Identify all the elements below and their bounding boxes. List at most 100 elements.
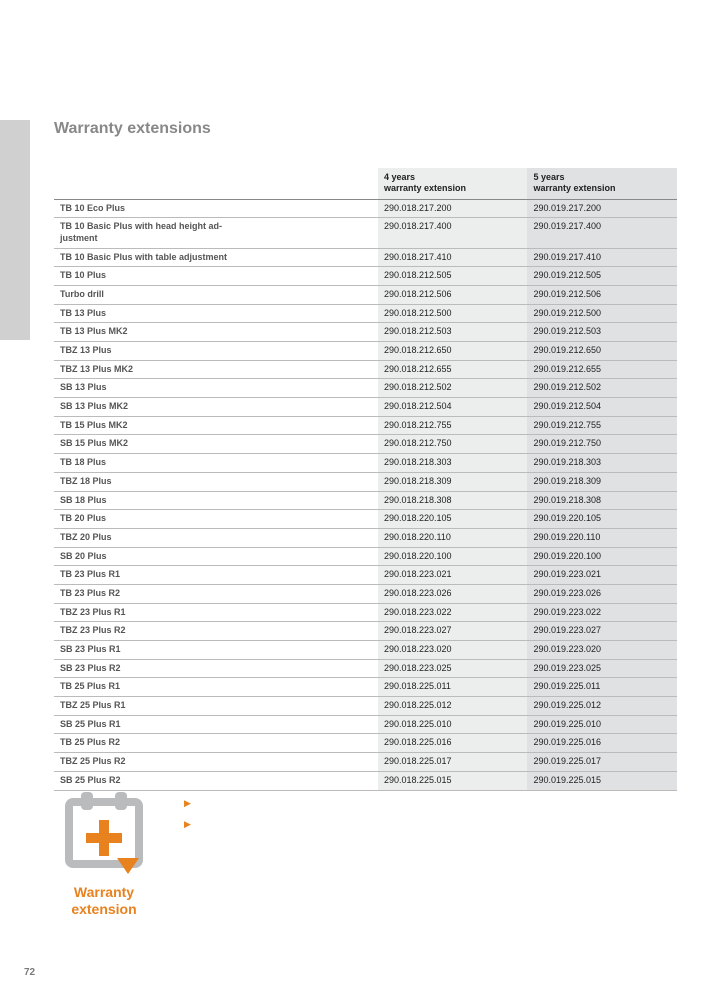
table-header-row: 4 years warranty extension 5 years warra… (54, 168, 677, 199)
cell-5yr: 290.019.212.755 (527, 416, 677, 435)
cell-product: SB 15 Plus MK2 (54, 435, 378, 454)
promo-text: ▶ ▶ (184, 790, 654, 840)
cell-5yr: 290.019.223.020 (527, 641, 677, 660)
cell-product: TBZ 25 Plus R1 (54, 697, 378, 716)
table-row: TB 15 Plus MK2290.018.212.755290.019.212… (54, 416, 677, 435)
page-number: 72 (24, 967, 35, 978)
table-row: SB 23 Plus R2290.018.223.025290.019.223.… (54, 659, 677, 678)
cell-4yr: 290.018.212.750 (378, 435, 528, 454)
cell-4yr: 290.018.220.100 (378, 547, 528, 566)
table-row: TB 13 Plus290.018.212.500290.019.212.500 (54, 304, 677, 323)
promo-icon-label: Warranty extension (54, 884, 154, 918)
cell-5yr: 290.019.225.016 (527, 734, 677, 753)
cell-product: TBZ 23 Plus R2 (54, 622, 378, 641)
cell-4yr: 290.018.225.016 (378, 734, 528, 753)
table-row: TBZ 25 Plus R2290.018.225.017290.019.225… (54, 753, 677, 772)
promo-label-l2: extension (71, 901, 136, 917)
cell-4yr: 290.018.223.026 (378, 584, 528, 603)
col-header-5yr-l1: 5 years (533, 172, 564, 182)
col-header-4yr-l2: warranty extension (384, 183, 466, 193)
table-row: SB 25 Plus R1290.018.225.010290.019.225.… (54, 715, 677, 734)
table-row: TB 10 Eco Plus290.018.217.200290.019.217… (54, 199, 677, 218)
cell-4yr: 290.018.223.022 (378, 603, 528, 622)
cell-4yr: 290.018.217.200 (378, 199, 528, 218)
cell-5yr: 290.019.217.410 (527, 248, 677, 267)
cell-4yr: 290.018.217.410 (378, 248, 528, 267)
cell-5yr: 290.019.220.105 (527, 510, 677, 529)
cell-product: TBZ 25 Plus R2 (54, 753, 378, 772)
cell-5yr: 290.019.223.025 (527, 659, 677, 678)
cell-4yr: 290.018.212.502 (378, 379, 528, 398)
cell-5yr: 290.019.218.308 (527, 491, 677, 510)
table-row: SB 23 Plus R1290.018.223.020290.019.223.… (54, 641, 677, 660)
cell-4yr: 290.018.212.503 (378, 323, 528, 342)
table-row: TBZ 13 Plus MK2290.018.212.655290.019.21… (54, 360, 677, 379)
cell-5yr: 290.019.223.027 (527, 622, 677, 641)
cell-4yr: 290.018.223.021 (378, 566, 528, 585)
cell-5yr: 290.019.223.026 (527, 584, 677, 603)
warranty-extension-icon: Warranty extension (54, 790, 154, 918)
cell-5yr: 290.019.212.500 (527, 304, 677, 323)
cell-4yr: 290.018.225.015 (378, 771, 528, 790)
table-row: TB 10 Basic Plus with table adjustment29… (54, 248, 677, 267)
cell-4yr: 290.018.212.755 (378, 416, 528, 435)
side-tab (0, 120, 30, 340)
cell-5yr: 290.019.212.502 (527, 379, 677, 398)
cell-product: TBZ 23 Plus R1 (54, 603, 378, 622)
cell-product: TBZ 13 Plus MK2 (54, 360, 378, 379)
promo-label-l1: Warranty (74, 884, 134, 900)
promo-bullet-2: ▶ (184, 819, 654, 830)
cell-5yr: 290.019.225.012 (527, 697, 677, 716)
table-row: Turbo drill290.018.212.506290.019.212.50… (54, 285, 677, 304)
cell-product: TB 13 Plus MK2 (54, 323, 378, 342)
table-row: TB 10 Basic Plus with head height ad-jus… (54, 218, 677, 248)
cell-5yr: 290.019.218.303 (527, 454, 677, 473)
cell-product: TB 20 Plus (54, 510, 378, 529)
cell-4yr: 290.018.225.017 (378, 753, 528, 772)
cell-product: SB 25 Plus R2 (54, 771, 378, 790)
cell-product: TB 10 Eco Plus (54, 199, 378, 218)
cell-product: SB 20 Plus (54, 547, 378, 566)
cell-4yr: 290.018.223.027 (378, 622, 528, 641)
cell-4yr: 290.018.220.105 (378, 510, 528, 529)
cell-product: SB 25 Plus R1 (54, 715, 378, 734)
cell-4yr: 290.018.217.400 (378, 218, 528, 248)
content-region: Warranty extensions 4 years warranty ext… (54, 120, 677, 791)
cell-4yr: 290.018.220.110 (378, 528, 528, 547)
cell-5yr: 290.019.217.200 (527, 199, 677, 218)
table-row: TB 18 Plus290.018.218.303290.019.218.303 (54, 454, 677, 473)
table-row: TB 23 Plus R2290.018.223.026290.019.223.… (54, 584, 677, 603)
triangle-icon: ▶ (184, 819, 191, 830)
table-row: TBZ 20 Plus290.018.220.110290.019.220.11… (54, 528, 677, 547)
table-row: SB 20 Plus290.018.220.100290.019.220.100 (54, 547, 677, 566)
col-header-5yr: 5 years warranty extension (527, 168, 677, 199)
cell-5yr: 290.019.212.655 (527, 360, 677, 379)
table-row: TB 25 Plus R1290.018.225.011290.019.225.… (54, 678, 677, 697)
cell-product: TB 10 Basic Plus with table adjustment (54, 248, 378, 267)
cell-4yr: 290.018.218.309 (378, 472, 528, 491)
cell-product: TB 10 Plus (54, 267, 378, 286)
cell-5yr: 290.019.220.100 (527, 547, 677, 566)
cell-product: SB 13 Plus (54, 379, 378, 398)
cell-5yr: 290.019.225.010 (527, 715, 677, 734)
table-row: TBZ 18 Plus290.018.218.309290.019.218.30… (54, 472, 677, 491)
table-row: TBZ 13 Plus290.018.212.650290.019.212.65… (54, 342, 677, 361)
cell-5yr: 290.019.220.110 (527, 528, 677, 547)
cell-5yr: 290.019.212.505 (527, 267, 677, 286)
cell-4yr: 290.018.212.650 (378, 342, 528, 361)
table-row: TBZ 25 Plus R1290.018.225.012290.019.225… (54, 697, 677, 716)
table-row: TB 25 Plus R2290.018.225.016290.019.225.… (54, 734, 677, 753)
cell-4yr: 290.018.223.020 (378, 641, 528, 660)
col-header-product (54, 168, 378, 199)
cell-product: TB 25 Plus R1 (54, 678, 378, 697)
cell-product: TB 10 Basic Plus with head height ad-jus… (54, 218, 378, 248)
cell-4yr: 290.018.212.504 (378, 398, 528, 417)
cell-4yr: 290.018.218.308 (378, 491, 528, 510)
table-row: TB 13 Plus MK2290.018.212.503290.019.212… (54, 323, 677, 342)
table-body: TB 10 Eco Plus290.018.217.200290.019.217… (54, 199, 677, 790)
cell-5yr: 290.019.212.750 (527, 435, 677, 454)
cell-product: TB 25 Plus R2 (54, 734, 378, 753)
cell-5yr: 290.019.225.017 (527, 753, 677, 772)
cell-product: Turbo drill (54, 285, 378, 304)
col-header-4yr: 4 years warranty extension (378, 168, 528, 199)
